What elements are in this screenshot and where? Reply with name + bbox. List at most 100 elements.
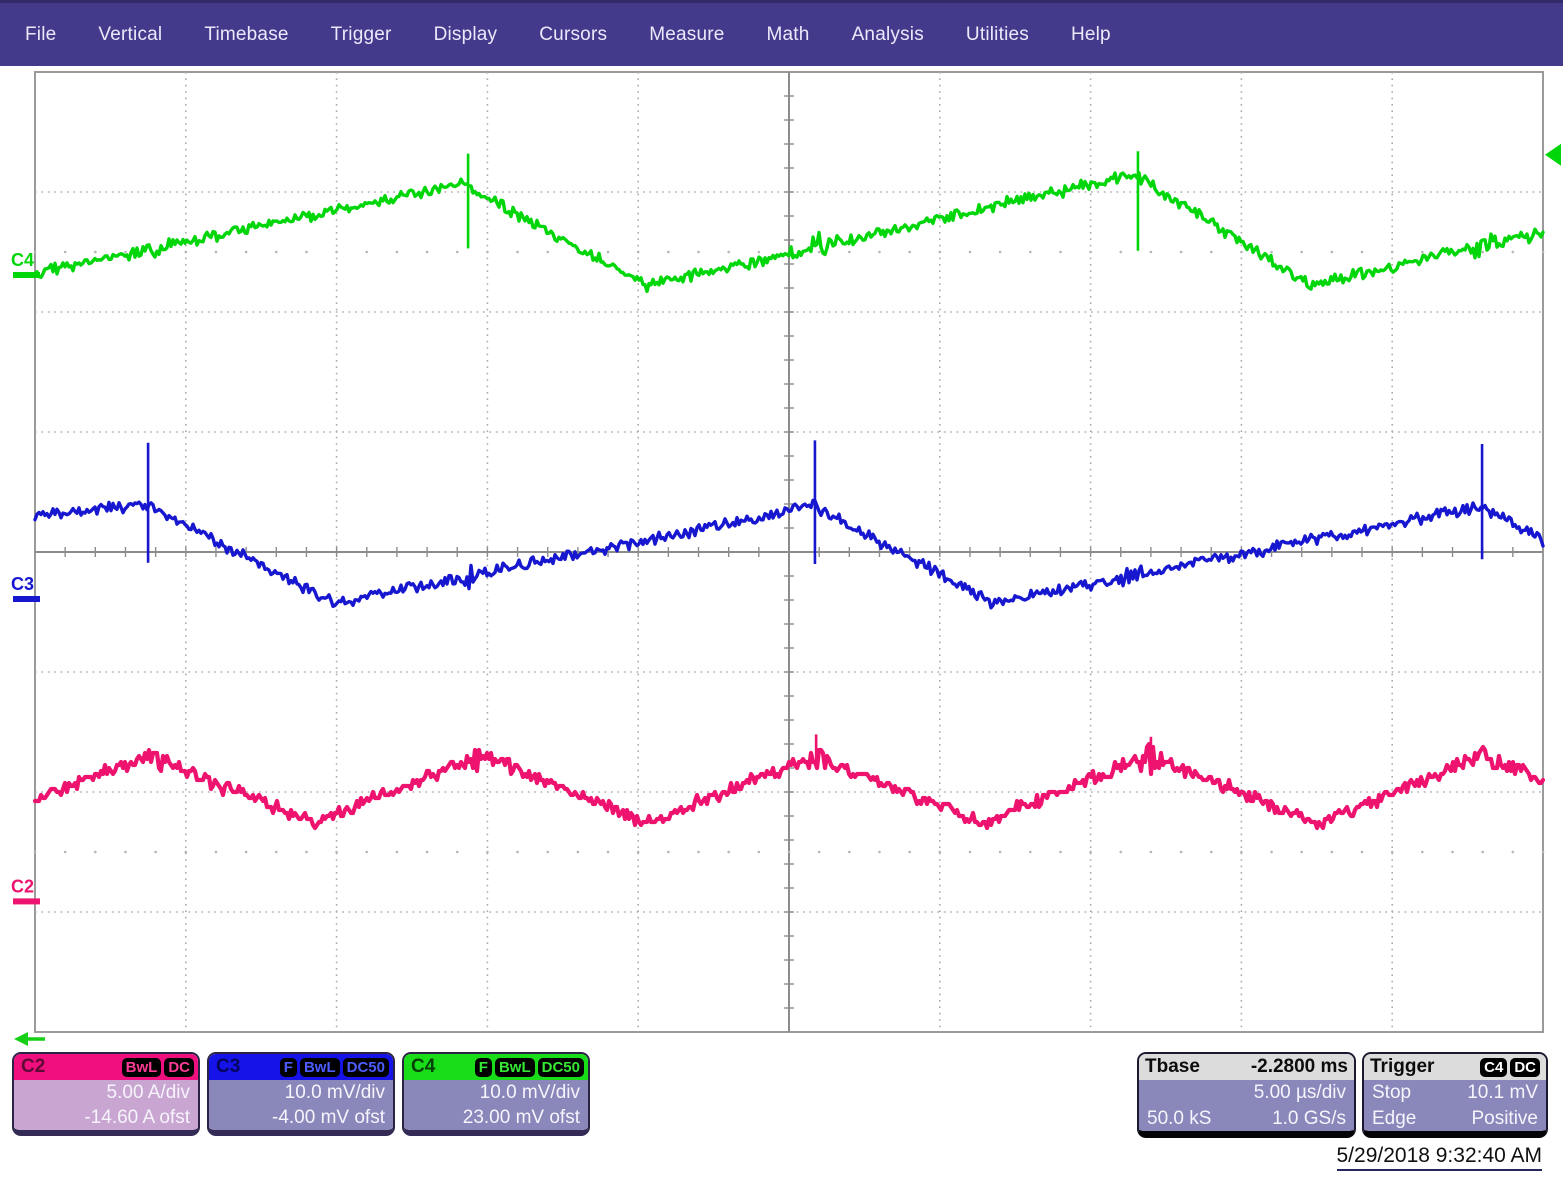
bandwidth-limit-badge: BwL xyxy=(494,1057,535,1077)
ground-marker-c2[interactable] xyxy=(13,898,40,905)
channel-label: C3 xyxy=(216,1056,241,1077)
coupling-badge: DC50 xyxy=(537,1057,584,1077)
trigger-level-arrow-icon[interactable] xyxy=(1545,143,1561,166)
subdiv-dot xyxy=(848,250,851,254)
menu-item-timebase[interactable]: Timebase xyxy=(204,23,289,45)
subdiv-dot xyxy=(998,850,1002,854)
subdiv-dot xyxy=(817,250,821,254)
menu-item-cursors[interactable]: Cursors xyxy=(539,23,608,45)
menu-bar: File Vertical Timebase Trigger Display C… xyxy=(0,0,1563,66)
menu-item-math[interactable]: Math xyxy=(766,23,810,45)
trace-c3: C3 xyxy=(11,440,1545,610)
menu-item-utilities[interactable]: Utilities xyxy=(965,23,1029,45)
trigger-kind-value: Edge xyxy=(1372,1108,1417,1129)
menu-item-analysis[interactable]: Analysis xyxy=(851,23,924,45)
ground-marker-c4[interactable] xyxy=(13,272,40,278)
trace-c2: C2 xyxy=(11,734,1546,905)
subdiv-dot xyxy=(425,250,429,254)
subdiv-dot xyxy=(1481,250,1484,254)
subdiv-dot xyxy=(1089,850,1092,854)
subdiv-dot xyxy=(968,250,972,254)
graticule xyxy=(33,71,1545,1033)
subdiv-dot xyxy=(1240,250,1243,254)
subdiv-dot xyxy=(335,850,338,854)
menu-item-trigger[interactable]: Trigger xyxy=(330,23,392,45)
channel-descriptor-c4[interactable]: C4 F BwL DC50 10.0 mV/div 23.00 mV ofst xyxy=(402,1052,590,1136)
subdiv-dot xyxy=(1421,250,1424,254)
subdiv-dot xyxy=(1119,850,1123,854)
subdiv-dot xyxy=(486,850,489,854)
subdiv-dot xyxy=(908,250,911,254)
subdiv-dot xyxy=(1270,850,1273,854)
menu-item-vertical[interactable]: Vertical xyxy=(98,23,163,45)
subdiv-dot xyxy=(184,850,188,854)
channel-descriptor-c2-header: C2 BwL DC xyxy=(14,1054,198,1080)
subdiv-dot xyxy=(365,850,369,854)
timebase-panel[interactable]: Tbase -2.2800 ms 5.00 µs/div 50.0 kS 1.0… xyxy=(1137,1052,1356,1138)
subdiv-dot xyxy=(1481,850,1484,854)
trigger-label: Trigger xyxy=(1370,1056,1435,1077)
subdiv-dot xyxy=(1209,250,1213,254)
subdiv-dot xyxy=(1179,250,1183,254)
trigger-panel-header: Trigger C4 DC xyxy=(1364,1054,1546,1080)
subdiv-dot xyxy=(878,850,881,854)
trigger-mode-value: Stop xyxy=(1372,1082,1412,1103)
menu-item-file[interactable]: File xyxy=(25,23,57,45)
subdiv-dot xyxy=(727,250,730,254)
subdiv-dot xyxy=(546,250,550,254)
trace-line-c3 xyxy=(33,498,1545,610)
subdiv-dot xyxy=(455,850,459,854)
subdiv-dot xyxy=(425,850,429,854)
channel-descriptor-c2[interactable]: C2 BwL DC 5.00 A/div -14.60 A ofst xyxy=(12,1052,200,1136)
filter-badge: F xyxy=(474,1057,492,1077)
subdiv-dot xyxy=(606,250,610,254)
subdiv-dot xyxy=(63,250,67,254)
subdiv-dot xyxy=(1511,250,1515,254)
channel-descriptor-c3[interactable]: C3 F BwL DC50 10.0 mV/div -4.00 mV ofst xyxy=(207,1052,395,1136)
subdiv-dot xyxy=(787,850,791,854)
subdiv-dot xyxy=(817,850,821,854)
subdiv-dot xyxy=(1149,250,1153,254)
trace-label-c2[interactable]: C2 xyxy=(11,876,34,896)
ground-marker-c3[interactable] xyxy=(13,596,40,602)
subdiv-dot xyxy=(516,850,519,854)
subdiv-dot xyxy=(365,250,369,254)
menu-item-help[interactable]: Help xyxy=(1070,23,1111,45)
subdiv-dot xyxy=(124,250,127,254)
subdiv-dot xyxy=(184,250,188,254)
subdiv-dot xyxy=(757,850,761,854)
subdiv-dot xyxy=(274,850,278,854)
offset-value: -14.60 A ofst xyxy=(84,1107,190,1128)
trace-label-c3[interactable]: C3 xyxy=(11,574,34,594)
subdiv-dot xyxy=(1179,850,1183,854)
subdiv-dot xyxy=(697,250,700,254)
subdiv-dot xyxy=(94,850,97,854)
subdiv-dot xyxy=(968,850,972,854)
subdiv-dot xyxy=(1028,850,1032,854)
trigger-panel[interactable]: Trigger C4 DC Stop 10.1 mV Edge Positive xyxy=(1362,1052,1548,1138)
subdiv-dot xyxy=(33,250,37,254)
subdiv-dot xyxy=(395,250,399,254)
subdiv-dot xyxy=(244,850,248,854)
menu-item-display[interactable]: Display xyxy=(433,23,498,45)
trace-line-c4 xyxy=(33,171,1545,294)
subdiv-dot xyxy=(516,250,519,254)
subdiv-dot xyxy=(1451,850,1454,854)
subdiv-dot xyxy=(1149,850,1153,854)
subdiv-dot xyxy=(94,250,97,254)
channel-label: C4 xyxy=(411,1056,436,1077)
trigger-level-value: 10.1 mV xyxy=(1467,1082,1538,1103)
trace-label-c4[interactable]: C4 xyxy=(11,250,34,270)
subdiv-dot xyxy=(1421,850,1424,854)
subdiv-dot xyxy=(1240,850,1243,854)
trigger-slope-value: Positive xyxy=(1471,1108,1538,1129)
menu-item-measure[interactable]: Measure xyxy=(649,23,725,45)
trace-line-c2 xyxy=(32,741,1546,831)
subdiv-dot xyxy=(938,850,942,854)
subdiv-dot xyxy=(1300,850,1304,854)
trigger-position-arrow-icon xyxy=(14,1032,45,1046)
subdiv-dot xyxy=(274,250,278,254)
channel-descriptor-c3-header: C3 F BwL DC50 xyxy=(209,1054,393,1080)
subdiv-dot xyxy=(1059,250,1062,254)
